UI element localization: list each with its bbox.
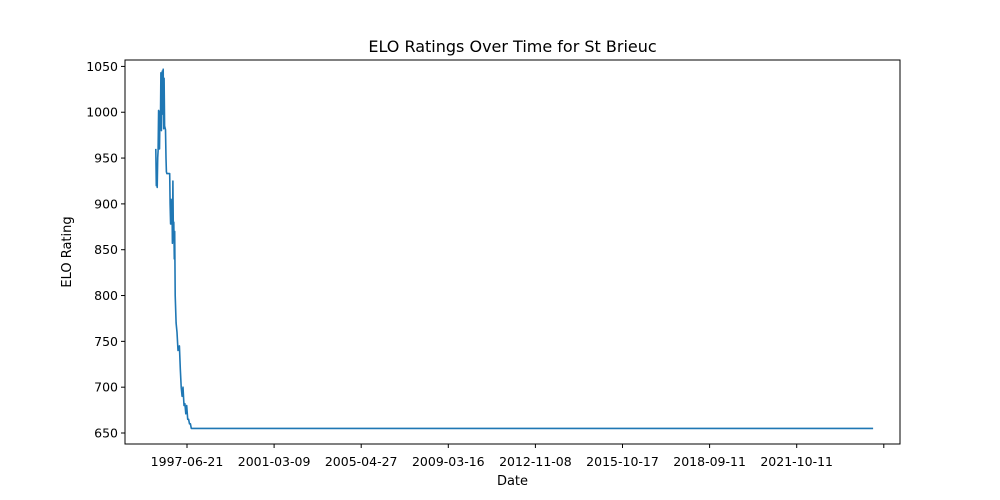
y-tick-label: 1050 <box>86 59 118 74</box>
y-tick-label: 750 <box>94 334 118 349</box>
x-axis-label: Date <box>497 474 528 489</box>
y-tick-label: 700 <box>94 380 118 395</box>
axes-frame <box>124 59 901 445</box>
y-tick-label: 950 <box>94 151 118 166</box>
y-tick-label: 1000 <box>86 105 118 120</box>
x-tick-label: 2005-04-27 <box>325 454 398 469</box>
x-tick-label: 2001-03-09 <box>238 454 311 469</box>
y-tick-label: 800 <box>94 288 118 303</box>
x-tick-label: 2009-03-16 <box>412 454 485 469</box>
y-tick-label: 650 <box>94 426 118 441</box>
x-axis: 1997-06-21 2001-03-09 2005-04-27 2009-03-16… <box>151 444 885 469</box>
y-axis-label: ELO Rating <box>60 216 75 287</box>
y-tick-label: 850 <box>94 242 118 257</box>
elo-series-line <box>155 68 874 430</box>
x-tick-label: 2021-10-11 <box>760 454 833 469</box>
y-axis: 650 700 750 800 850 900 950 1000 1050 <box>86 59 125 441</box>
y-tick-label: 900 <box>94 196 118 211</box>
x-tick-label: 1997-06-21 <box>151 454 224 469</box>
x-tick-label: 2012-11-08 <box>499 454 572 469</box>
x-tick-label: 2018-09-11 <box>673 454 746 469</box>
chart-title: ELO Ratings Over Time for St Brieuc <box>368 37 656 56</box>
x-tick-label: 2015-10-17 <box>586 454 659 469</box>
plot-area <box>155 68 874 430</box>
